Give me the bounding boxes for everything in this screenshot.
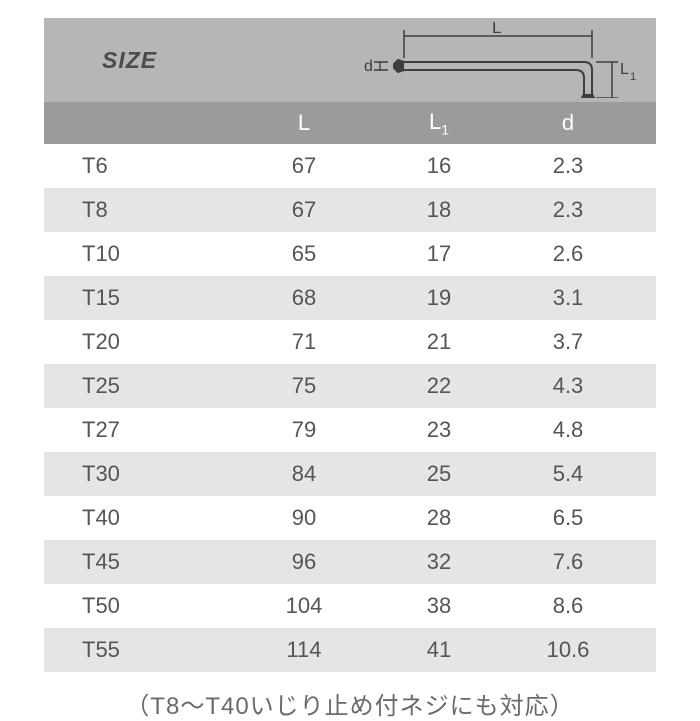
cell-l1: 32 [379, 549, 509, 575]
cell-l1: 25 [379, 461, 509, 487]
size-heading: SIZE [44, 47, 157, 74]
cell-size: T20 [44, 329, 239, 355]
cell-d: 4.3 [509, 373, 639, 399]
cell-size: T15 [44, 285, 239, 311]
table-row: T4596327.6 [44, 540, 656, 584]
cell-d: 2.6 [509, 241, 639, 267]
table-row: T4090286.5 [44, 496, 656, 540]
cell-size: T50 [44, 593, 239, 619]
cell-l1: 16 [379, 153, 509, 179]
table-row: T1065172.6 [44, 232, 656, 276]
cell-d: 3.1 [509, 285, 639, 311]
cell-l: 68 [239, 285, 379, 311]
diagram-label-l1-sub: 1 [630, 71, 636, 83]
diagram-label-l: L [492, 22, 501, 37]
table-row: T667162.3 [44, 144, 656, 188]
spec-table-container: SIZE [0, 0, 700, 700]
dimension-diagram: L L 1 d I [364, 22, 654, 98]
col-header-l1-sub: 1 [441, 121, 449, 137]
table-header-columns: L L1 d [44, 102, 656, 144]
col-header-l: L [239, 110, 379, 136]
table-row: T2575224.3 [44, 364, 656, 408]
table-body: T667162.3T867182.3T1065172.6T1568193.1T2… [44, 144, 656, 672]
cell-d: 7.6 [509, 549, 639, 575]
cell-l1: 19 [379, 285, 509, 311]
cell-d: 2.3 [509, 153, 639, 179]
cell-l: 104 [239, 593, 379, 619]
cell-size: T40 [44, 505, 239, 531]
cell-l: 67 [239, 197, 379, 223]
diagram-label-d-gap: I [378, 58, 382, 74]
cell-l: 67 [239, 153, 379, 179]
cell-l1: 21 [379, 329, 509, 355]
cell-size: T45 [44, 549, 239, 575]
cell-l1: 18 [379, 197, 509, 223]
table-row: T551144110.6 [44, 628, 656, 672]
cell-d: 4.8 [509, 417, 639, 443]
col-header-l1-main: L [429, 109, 441, 134]
cell-l: 114 [239, 637, 379, 663]
col-header-l1: L1 [379, 109, 509, 137]
diagram-label-l1: L [620, 61, 629, 78]
cell-size: T8 [44, 197, 239, 223]
cell-l1: 38 [379, 593, 509, 619]
cell-d: 6.5 [509, 505, 639, 531]
cell-l1: 22 [379, 373, 509, 399]
cell-l1: 23 [379, 417, 509, 443]
cell-l: 79 [239, 417, 379, 443]
table-row: T50104388.6 [44, 584, 656, 628]
cell-d: 5.4 [509, 461, 639, 487]
cell-d: 3.7 [509, 329, 639, 355]
cell-d: 8.6 [509, 593, 639, 619]
table-row: T2071213.7 [44, 320, 656, 364]
col-header-d: d [509, 110, 639, 136]
table-row: T3084255.4 [44, 452, 656, 496]
cell-size: T25 [44, 373, 239, 399]
cell-d: 2.3 [509, 197, 639, 223]
cell-l1: 41 [379, 637, 509, 663]
cell-size: T6 [44, 153, 239, 179]
spec-table: SIZE [44, 18, 656, 672]
cell-size: T10 [44, 241, 239, 267]
cell-l1: 28 [379, 505, 509, 531]
table-row: T2779234.8 [44, 408, 656, 452]
cell-l: 71 [239, 329, 379, 355]
cell-l: 90 [239, 505, 379, 531]
cell-size: T55 [44, 637, 239, 663]
cell-size: T27 [44, 417, 239, 443]
cell-l1: 17 [379, 241, 509, 267]
cell-l: 75 [239, 373, 379, 399]
table-header-top: SIZE [44, 18, 656, 102]
footnote-text: （T8～T40いじり止め付ネジにも対応） [44, 686, 656, 721]
table-row: T1568193.1 [44, 276, 656, 320]
table-row: T867182.3 [44, 188, 656, 232]
cell-l: 84 [239, 461, 379, 487]
cell-d: 10.6 [509, 637, 639, 663]
cell-l: 96 [239, 549, 379, 575]
diagram-label-d: d [364, 58, 373, 75]
cell-size: T30 [44, 461, 239, 487]
cell-l: 65 [239, 241, 379, 267]
